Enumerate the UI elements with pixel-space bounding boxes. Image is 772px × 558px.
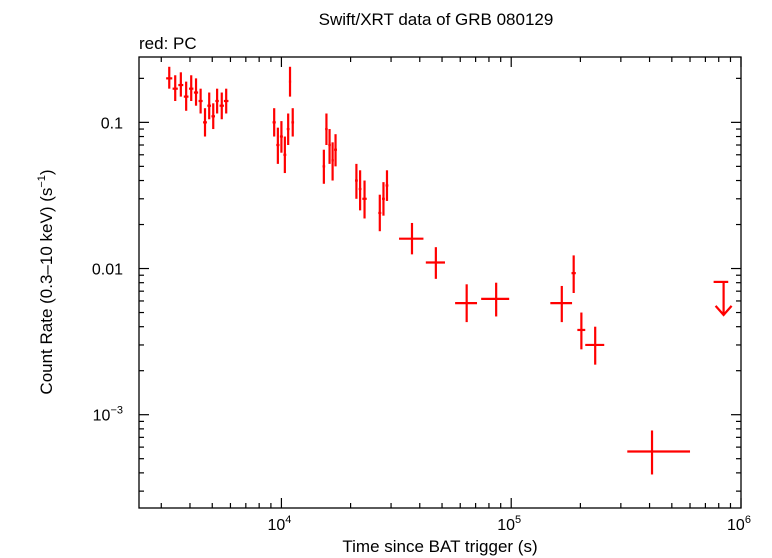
- data-point: [291, 108, 295, 137]
- data-point: [272, 108, 276, 137]
- data-point: [550, 285, 573, 323]
- x-tick-label: 106: [727, 514, 751, 534]
- x-axis-label: Time since BAT trigger (s): [342, 537, 537, 556]
- data-point: [354, 163, 358, 199]
- data-point: [288, 66, 292, 97]
- x-tick-label: 104: [267, 514, 291, 534]
- x-tick-label-base: 10: [727, 517, 745, 534]
- y-tick-label-base: 10: [93, 408, 111, 425]
- y-axis-label-end: ): [37, 169, 56, 175]
- data-point: [627, 430, 691, 475]
- data-point: [328, 129, 331, 164]
- data-point: [362, 180, 367, 219]
- x-tick-label-exponent: 5: [515, 514, 521, 526]
- data-point: [219, 92, 224, 120]
- data-point: [382, 182, 385, 216]
- data-point: [207, 92, 212, 120]
- y-axis-label: Count Rate (0.3–10 keV) (s−1): [36, 169, 56, 394]
- y-tick-label: 0.01: [92, 262, 123, 279]
- data-point: [193, 78, 199, 106]
- y-axis-label-exponent: −1: [36, 175, 48, 188]
- upper-limit: [713, 280, 733, 317]
- x-tick-label-exponent: 6: [745, 514, 751, 526]
- data-point: [215, 88, 219, 114]
- y-tick-label: 0.1: [101, 115, 123, 132]
- data-point: [481, 282, 510, 317]
- data-point: [211, 103, 216, 130]
- data-point: [378, 194, 382, 232]
- data-point: [577, 312, 586, 350]
- data-point: [425, 247, 445, 279]
- chart-title: Swift/XRT data of GRB 080129: [319, 10, 554, 29]
- x-tick-label-exponent: 4: [285, 514, 291, 526]
- data-point: [399, 222, 424, 255]
- data-point: [279, 121, 283, 153]
- data-point: [223, 88, 229, 114]
- data-point: [325, 113, 328, 146]
- y-tick-label-exponent: −3: [110, 405, 123, 417]
- data-point: [276, 127, 280, 164]
- data-point: [331, 142, 334, 181]
- data-point: [585, 326, 605, 365]
- data-point: [183, 81, 189, 111]
- upper-limit-arrowhead: [714, 305, 733, 317]
- x-tick-label-base: 10: [267, 517, 285, 534]
- data-point: [334, 134, 337, 167]
- plot-frame: [138, 56, 742, 509]
- data-point: [385, 170, 389, 201]
- y-tick-label: 10−3: [93, 405, 123, 425]
- data-point: [172, 75, 178, 102]
- x-tick-label: 105: [497, 514, 521, 534]
- data-point: [178, 72, 184, 97]
- data-point: [198, 88, 203, 114]
- data-point: [166, 66, 173, 89]
- data-point: [455, 284, 478, 323]
- data-points: [166, 66, 733, 475]
- x-tick-label-base: 10: [497, 517, 515, 534]
- data-point: [322, 149, 326, 184]
- data-point: [358, 170, 362, 211]
- y-axis-label-main: Count Rate (0.3–10 keV) (s: [37, 188, 56, 395]
- data-point: [188, 75, 194, 102]
- axis-ticks: [139, 57, 742, 508]
- data-point: [283, 136, 287, 174]
- data-point: [203, 108, 207, 137]
- data-point: [571, 255, 576, 294]
- data-point: [286, 113, 290, 146]
- chart-subtitle: red: PC: [139, 34, 197, 53]
